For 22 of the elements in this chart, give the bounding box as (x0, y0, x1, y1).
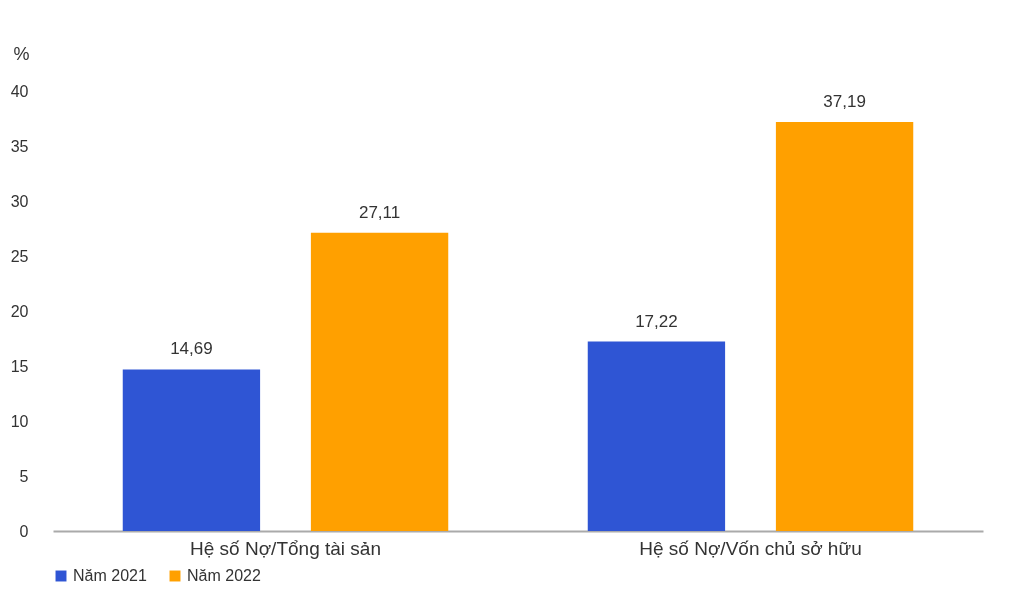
bar (310, 232, 449, 531)
y-axis-title: % (13, 43, 30, 64)
y-tick-label: 5 (19, 467, 29, 485)
data-label: 37,19 (823, 91, 866, 111)
bar (587, 341, 726, 531)
y-tick-label: 30 (10, 192, 29, 210)
y-tick-label: 0 (19, 522, 29, 540)
data-label: 17,22 (635, 311, 678, 331)
data-label: 14,69 (170, 339, 213, 359)
x-tick-label: Hệ số Nợ/Vốn chủ sở hữu (639, 537, 862, 559)
y-tick-label: 25 (10, 247, 29, 265)
data-label: 27,11 (358, 202, 401, 222)
legend-label: Năm 2022 (187, 567, 261, 584)
y-tick-label: 10 (10, 412, 29, 430)
y-tick-label: 40 (10, 82, 29, 100)
legend-label: Năm 2021 (73, 567, 147, 584)
bar (775, 121, 914, 531)
y-tick-label: 20 (10, 302, 29, 320)
bar (122, 369, 261, 531)
x-tick-label: Hệ số Nợ/Tổng tài sản (190, 537, 381, 559)
y-tick-label: 35 (10, 137, 29, 155)
y-tick-label: 15 (10, 357, 29, 375)
